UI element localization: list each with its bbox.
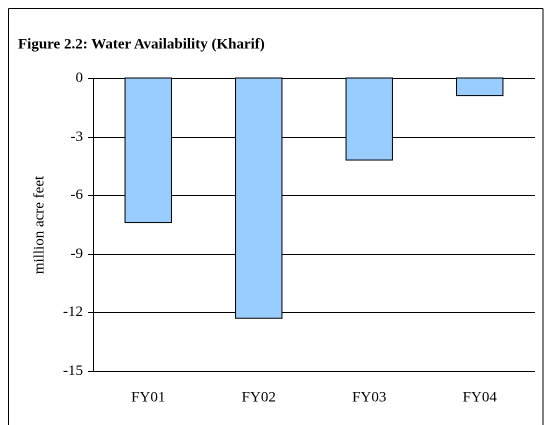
y-tick-label: -6 (71, 187, 84, 203)
y-tick-label: -12 (63, 304, 83, 320)
x-tick-label: FY03 (352, 389, 386, 405)
y-axis-label: million acre feet (31, 175, 47, 274)
chart-title: Figure 2.2: Water Availability (Kharif) (18, 36, 265, 52)
y-tick-label: -3 (71, 129, 84, 145)
x-tick-label: FY01 (131, 389, 165, 405)
bar (456, 77, 504, 97)
bar (345, 77, 393, 161)
y-tick-label: -15 (63, 363, 83, 379)
x-tick-label: FY04 (463, 389, 498, 405)
y-tick-label: -9 (71, 246, 84, 262)
bar (124, 77, 172, 224)
x-tick-label: FY02 (242, 389, 276, 405)
y-tick-label: 0 (76, 70, 84, 86)
bar (235, 77, 283, 319)
